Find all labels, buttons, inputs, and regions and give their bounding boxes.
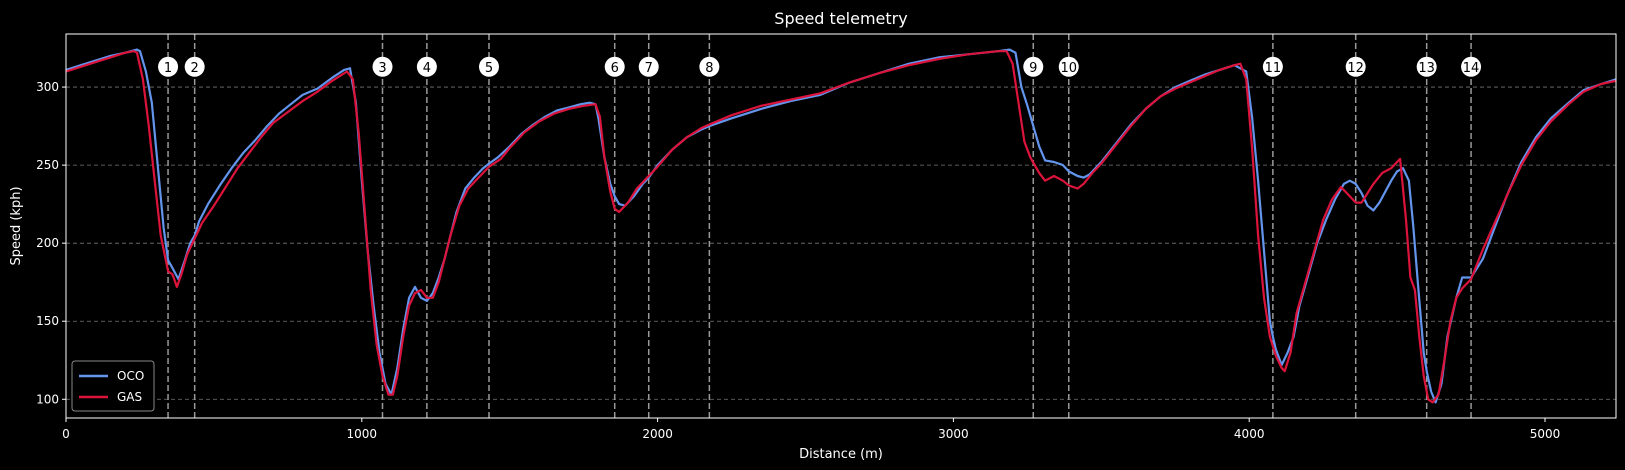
- corner-label-5: 5: [485, 61, 493, 76]
- corner-marker-11: [1262, 56, 1283, 77]
- corner-marker-13: [1416, 56, 1437, 77]
- corner-marker-8: [699, 56, 720, 77]
- y-tick-label-150: 150: [36, 314, 59, 328]
- y-tick-label-200: 200: [36, 236, 59, 250]
- corner-marker-5: [478, 56, 499, 77]
- y-tick-label-300: 300: [36, 80, 59, 94]
- corner-label-7: 7: [645, 61, 653, 76]
- legend-label-oco: OCO: [117, 369, 144, 383]
- x-axis-label: Distance (m): [799, 447, 883, 462]
- plot-frame: [65, 33, 1617, 419]
- y-tick-label-250: 250: [36, 158, 59, 172]
- corner-marker-4: [416, 56, 437, 77]
- corner-label-10: 10: [1060, 61, 1077, 76]
- corner-marker-2: [184, 56, 205, 77]
- corner-label-3: 3: [378, 61, 386, 76]
- corner-label-9: 9: [1029, 61, 1037, 76]
- corner-labels-layer: 1 2 3 4 5 6 7 8 9 10 11 12 13 14: [158, 56, 1482, 77]
- x-tick-label-3000: 3000: [938, 427, 969, 441]
- legend-box: [71, 360, 155, 412]
- corner-marker-7: [638, 56, 659, 77]
- corner-marker-3: [372, 56, 393, 77]
- corner-marker-14: [1461, 56, 1482, 77]
- corner-label-12: 12: [1347, 61, 1364, 76]
- chart-title: Speed telemetry: [774, 9, 907, 28]
- corner-marker-6: [604, 56, 625, 77]
- x-tick-label-5000: 5000: [1530, 427, 1561, 441]
- corner-label-1: 1: [164, 61, 172, 76]
- series-layer: [65, 48, 1617, 404]
- series-line-gas: [65, 50, 1617, 404]
- corner-label-13: 13: [1418, 61, 1435, 76]
- x-tick-label-4000: 4000: [1234, 427, 1265, 441]
- corner-label-8: 8: [705, 61, 713, 76]
- grid-layer: [66, 86, 1616, 400]
- corner-label-14: 14: [1463, 61, 1480, 76]
- corner-label-2: 2: [191, 61, 199, 76]
- x-tick-label-1000: 1000: [347, 427, 378, 441]
- legend: OCO GAS: [71, 360, 155, 412]
- corner-label-6: 6: [611, 61, 619, 76]
- x-tick-label-2000: 2000: [642, 427, 673, 441]
- corner-label-11: 11: [1265, 61, 1282, 76]
- y-tick-label-100: 100: [36, 392, 59, 406]
- y-axis-label: Speed (kph): [9, 186, 24, 265]
- corner-marker-9: [1023, 56, 1044, 77]
- x-tick-label-0: 0: [62, 427, 70, 441]
- corner-marker-12: [1345, 56, 1366, 77]
- legend-label-gas: GAS: [117, 390, 142, 404]
- corner-label-4: 4: [423, 61, 431, 76]
- corner-lines-layer: [167, 34, 1472, 418]
- series-line-oco: [65, 48, 1617, 404]
- corner-marker-10: [1058, 56, 1079, 77]
- corner-marker-1: [158, 56, 179, 77]
